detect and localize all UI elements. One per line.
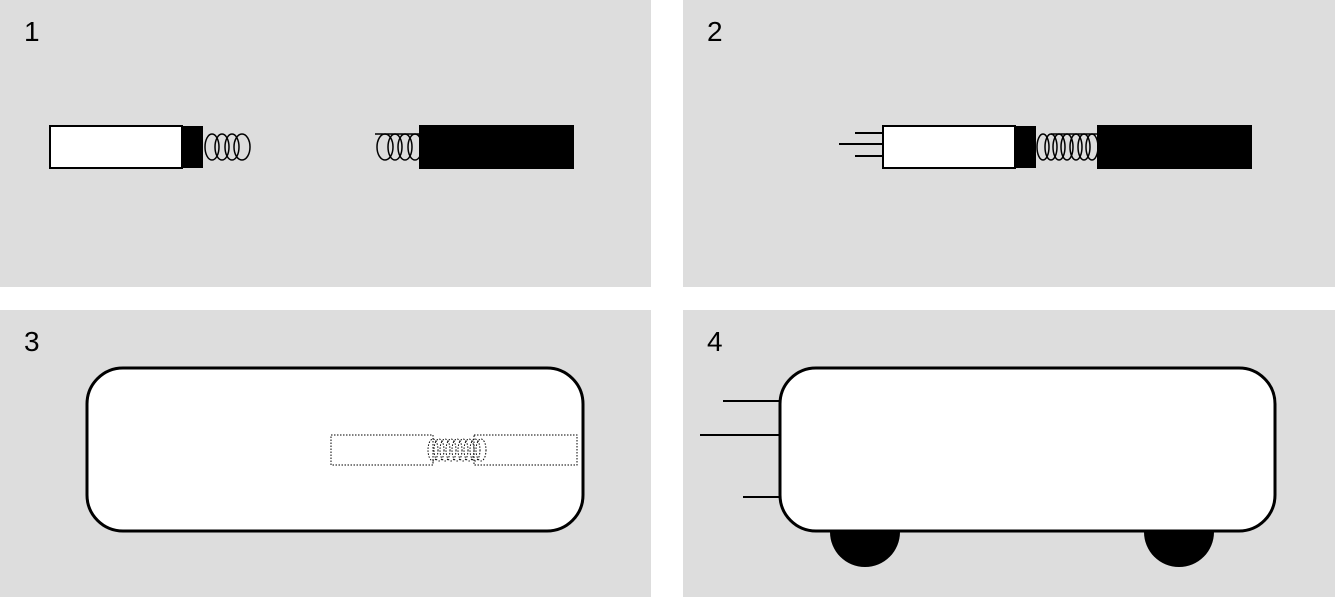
white-cable-end xyxy=(49,125,203,169)
step-2-illustration xyxy=(839,125,1252,169)
lead-wires xyxy=(839,132,883,157)
step-panel-2: 2 xyxy=(683,0,1335,287)
housing-body xyxy=(85,366,585,533)
step-3-illustration xyxy=(85,366,585,533)
step-number: 2 xyxy=(707,16,723,47)
step-4-illustration xyxy=(700,366,1277,567)
coil-spring-icon xyxy=(204,133,251,161)
black-cable-end xyxy=(419,125,574,169)
step-number: 4 xyxy=(707,326,723,357)
housing-body xyxy=(778,366,1277,533)
step-number: 3 xyxy=(24,326,40,357)
hidden-cable-outline xyxy=(330,434,578,466)
step-panel-1: 1 xyxy=(0,0,651,287)
black-cable-end xyxy=(1097,125,1252,169)
coil-spring-icon xyxy=(375,133,423,161)
step-panel-3: 3 xyxy=(0,310,651,597)
lead-wires xyxy=(700,400,783,498)
white-cable-end xyxy=(882,125,1036,169)
step-number: 1 xyxy=(24,16,40,47)
step-panel-4: 4 xyxy=(683,310,1335,597)
coil-spring-icon xyxy=(1036,133,1099,161)
step-1-illustration xyxy=(49,125,574,169)
